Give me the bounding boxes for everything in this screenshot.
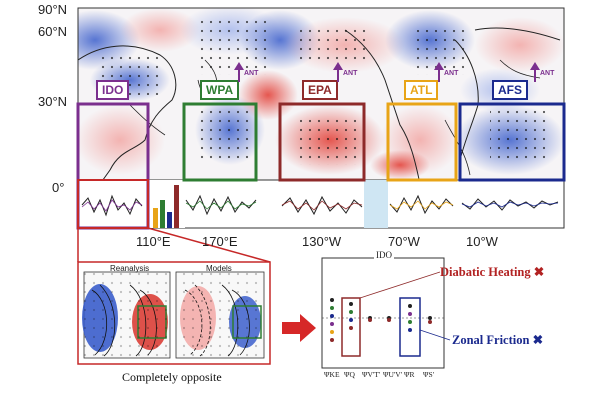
bar [160, 200, 165, 228]
region-box-wpa [182, 102, 258, 182]
legend-label: Zonal Friction [452, 333, 530, 347]
diagnostic-title: IDO [374, 250, 394, 260]
bar [153, 208, 158, 228]
ant-arrow-icon [434, 62, 444, 70]
region-label-wpa: WPA [200, 80, 240, 100]
lat-label: 60°N [38, 24, 68, 39]
region-box-epa [278, 102, 366, 182]
diagnostic-x-label: ΨV'T' [362, 370, 381, 379]
region-label-epa: EPA [302, 80, 338, 100]
inset-panel [77, 261, 271, 365]
legend-diabatic-heating: Diabatic Heating ✖ [440, 264, 544, 280]
diagnostic-x-label: ΨQ [344, 370, 355, 379]
region-box-afs [458, 102, 566, 182]
anomaly-field [78, 8, 564, 184]
lon-label: 70°W [388, 234, 420, 249]
region-box-atl [386, 102, 458, 182]
timeseries-strip [77, 179, 565, 229]
legend-label: Diabatic Heating [440, 265, 531, 279]
region-label-atl: ATL [404, 80, 439, 100]
ant-label: ANT [343, 70, 358, 77]
ant-label: ANT [540, 70, 555, 77]
friction-highlight-box [399, 297, 421, 357]
diagnostic-x-label: ΨU'V' [383, 370, 403, 379]
diagnostic-x-label: ΨKE [324, 370, 340, 379]
diagnostic-plot [321, 257, 451, 369]
inset-caption: Completely opposite [122, 370, 222, 384]
diagnostic-x-label: ΨS' [423, 370, 435, 379]
x-marker-icon: ✖ [532, 333, 544, 347]
lon-label: 170°E [202, 234, 238, 249]
lat-label: 30°N [38, 94, 68, 109]
region-label-ido: IDO [96, 80, 130, 100]
diagnostic-markers [330, 298, 432, 342]
heating-highlight-box [341, 297, 361, 357]
bar [174, 185, 179, 228]
ant-label: ANT [244, 70, 259, 77]
x-marker-icon: ✖ [533, 265, 545, 279]
ido-series [81, 194, 143, 217]
lat-label: 0° [52, 180, 65, 195]
zoom-box [77, 179, 149, 229]
ant-arrow-icon [234, 62, 244, 70]
ant-label: ANT [444, 70, 459, 77]
red-arrow-icon [282, 314, 316, 342]
lon-label: 130°W [302, 234, 342, 249]
lat-label: 90°N [38, 2, 68, 17]
legend-zonal-friction: Zonal Friction ✖ [452, 332, 543, 348]
region-label-afs: AFS [492, 80, 528, 100]
lon-label: 110°E [136, 234, 171, 249]
ant-arrow-icon [530, 62, 540, 70]
wpa-series [185, 194, 257, 216]
ant-arrow-icon [333, 62, 343, 70]
diagnostic-x-label: ΨR [404, 370, 415, 379]
reanalysis-title: Reanalysis [110, 264, 150, 273]
bar [167, 212, 172, 228]
models-title: Models [206, 264, 232, 273]
epa-series [281, 195, 363, 216]
lon-label: 10°W [466, 234, 498, 249]
afs-series [461, 198, 559, 211]
